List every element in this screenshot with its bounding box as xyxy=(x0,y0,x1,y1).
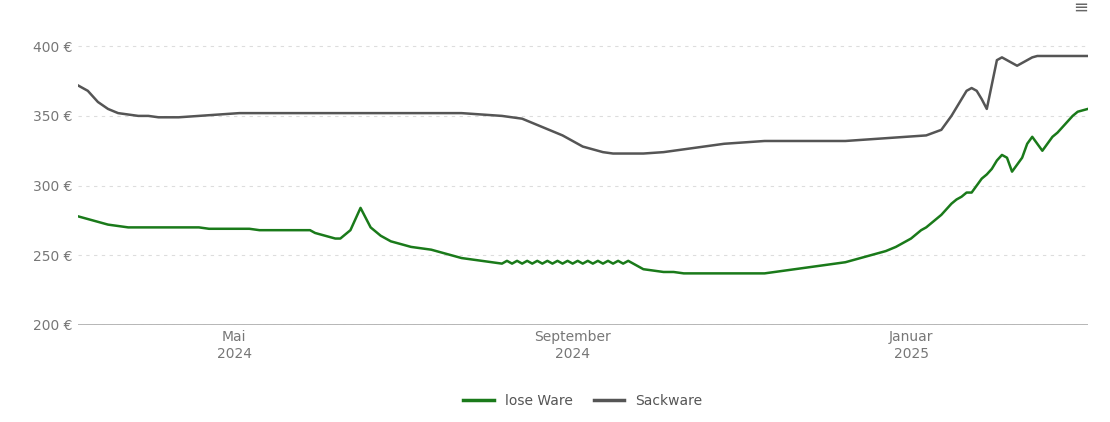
Text: ≡: ≡ xyxy=(1072,0,1088,16)
Legend: lose Ware, Sackware: lose Ware, Sackware xyxy=(457,389,708,414)
